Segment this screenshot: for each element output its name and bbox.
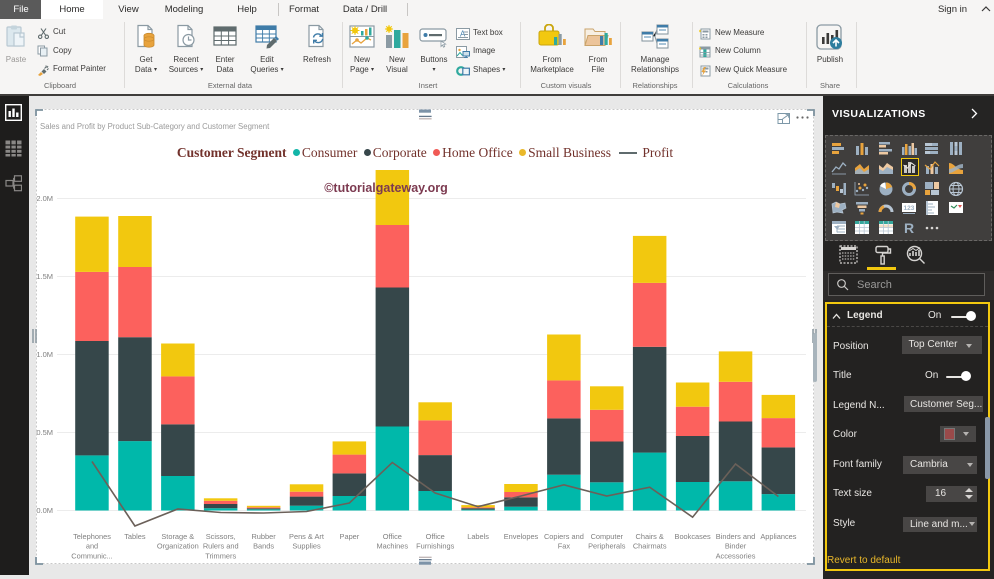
svg-text:Office: Office [426,532,445,541]
svg-text:Copiers and: Copiers and [544,532,584,541]
svg-text:Supplies: Supplies [292,542,321,551]
svg-text:0.0M: 0.0M [36,506,53,515]
svg-text:Binders and: Binders and [716,532,755,541]
svg-text:Paper: Paper [340,532,360,541]
svg-text:Tables: Tables [124,532,146,541]
svg-text:and: and [86,542,98,551]
svg-text:Trimmers: Trimmers [205,551,236,560]
svg-text:Office: Office [383,532,402,541]
svg-text:Furnishings: Furnishings [416,542,455,551]
svg-text:A: A [460,30,466,39]
svg-text:Telephones: Telephones [73,532,111,541]
svg-text:1.5M: 1.5M [36,272,53,281]
svg-text:Sales and Profit by Product Su: Sales and Profit by Product Sub-Category… [40,122,270,131]
svg-text:Accessories: Accessories [716,551,756,560]
svg-text:Bands: Bands [253,542,274,551]
svg-text:R: R [904,220,914,235]
svg-text:Bookcases: Bookcases [675,532,711,541]
svg-text:Rubber: Rubber [251,532,276,541]
svg-text:Communic...: Communic... [71,551,112,560]
svg-text:1.0M: 1.0M [36,350,53,359]
svg-text:Envelopes: Envelopes [504,532,539,541]
svg-text:Appliances: Appliances [760,532,796,541]
svg-text:Machines: Machines [376,542,408,551]
svg-text:0.5M: 0.5M [36,428,53,437]
svg-text:Chairmats: Chairmats [633,542,667,551]
svg-text:Fax: Fax [558,542,571,551]
svg-text:Computer: Computer [591,532,624,541]
svg-text:Pens & Art: Pens & Art [289,532,324,541]
svg-text:Scissors,: Scissors, [206,532,236,541]
svg-text:2.0M: 2.0M [36,194,53,203]
svg-text:Peripherals: Peripherals [588,542,626,551]
svg-text:Binder: Binder [725,542,747,551]
svg-text:Chairs &: Chairs & [636,532,664,541]
svg-text:Storage &: Storage & [161,532,194,541]
svg-text:Labels: Labels [467,532,489,541]
svg-text:Rulers and: Rulers and [203,542,239,551]
svg-text:Organization: Organization [157,542,199,551]
svg-text:123: 123 [904,205,915,212]
